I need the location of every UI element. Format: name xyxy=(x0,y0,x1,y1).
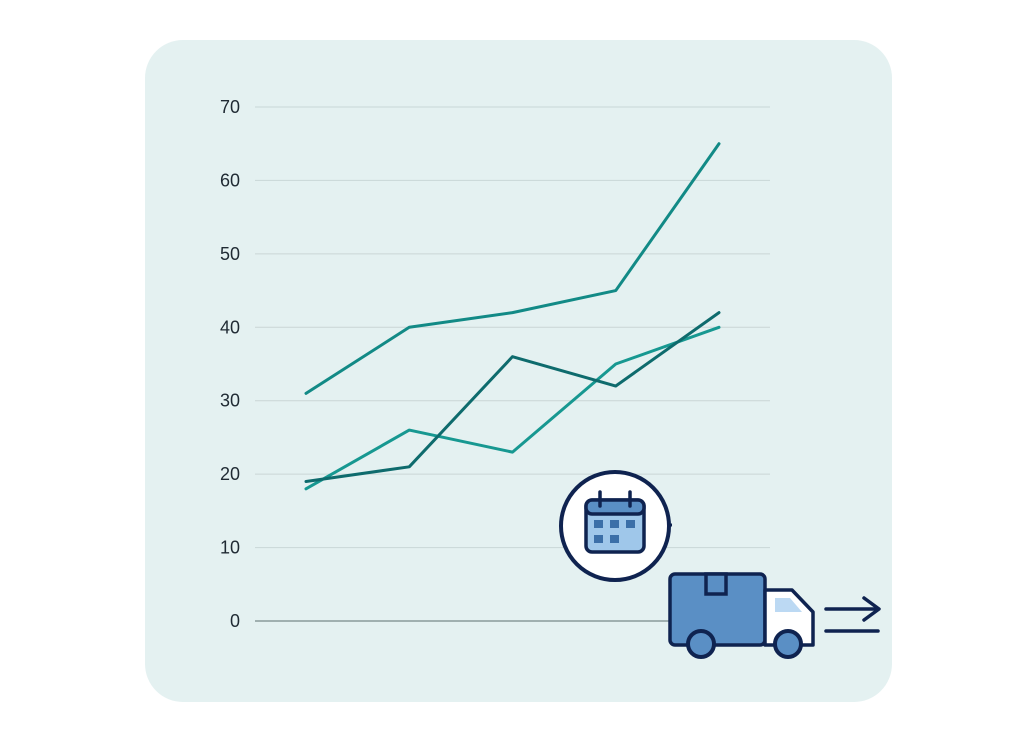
calendar-icon xyxy=(559,470,672,582)
series-group xyxy=(304,142,721,491)
y-tick-label: 60 xyxy=(220,170,240,190)
series-line-2 xyxy=(304,325,721,491)
series-line-3 xyxy=(304,311,721,483)
y-tick-label: 40 xyxy=(220,317,240,337)
y-tick-label: 30 xyxy=(220,391,240,411)
delivery-truck-icon xyxy=(668,572,815,659)
y-tick-label: 70 xyxy=(220,97,240,117)
y-tick-label: 0 xyxy=(230,611,240,631)
series-line-1 xyxy=(304,142,721,395)
fast-arrow-icon xyxy=(824,596,881,633)
y-axis-ticks: 0 10 20 30 40 50 60 70 xyxy=(220,97,240,631)
y-tick-label: 20 xyxy=(220,464,240,484)
y-tick-label: 10 xyxy=(220,538,240,558)
gridlines xyxy=(255,106,770,622)
y-tick-label: 50 xyxy=(220,244,240,264)
